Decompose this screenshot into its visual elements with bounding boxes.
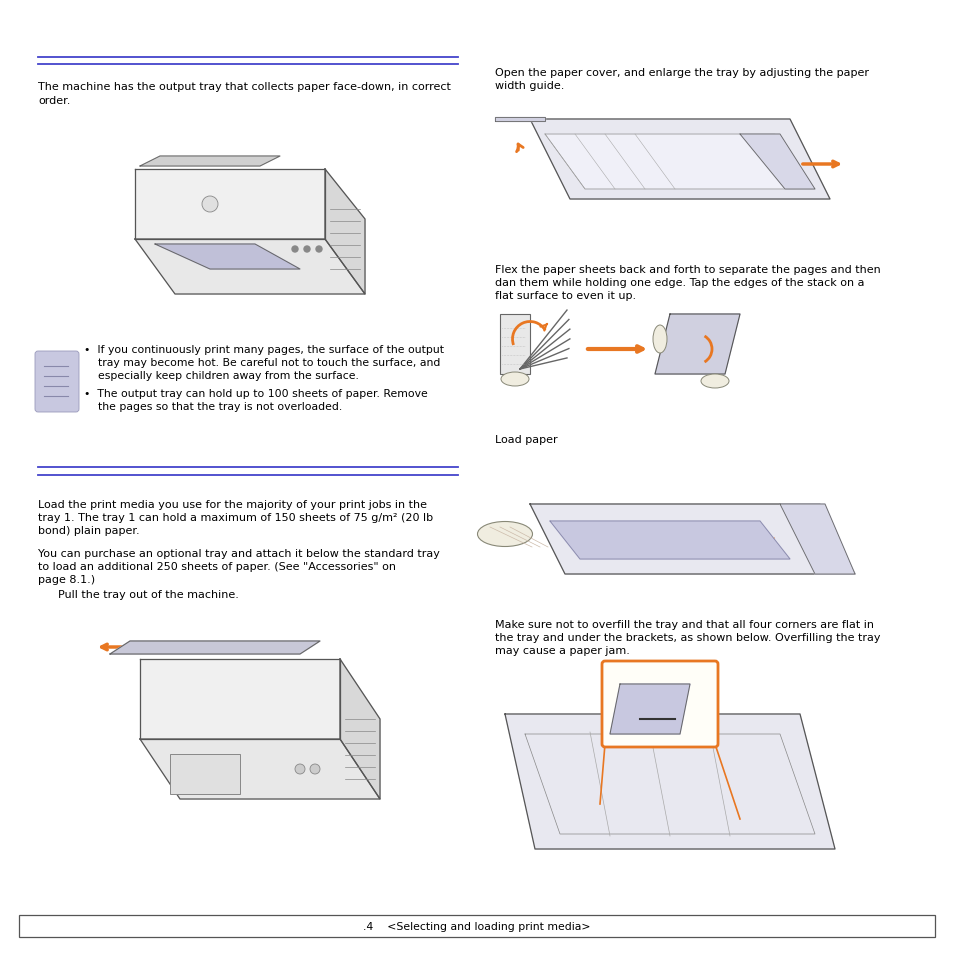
Polygon shape xyxy=(110,641,319,655)
Polygon shape xyxy=(550,521,789,559)
Bar xyxy=(499,314,530,375)
Circle shape xyxy=(292,247,297,253)
Polygon shape xyxy=(135,170,325,240)
Text: Flex the paper sheets back and forth to separate the pages and then: Flex the paper sheets back and forth to … xyxy=(495,265,880,274)
Text: Pull the tray out of the machine.: Pull the tray out of the machine. xyxy=(58,589,238,599)
Polygon shape xyxy=(140,157,280,167)
Polygon shape xyxy=(609,684,689,734)
Text: dan them while holding one edge. Tap the edges of the stack on a: dan them while holding one edge. Tap the… xyxy=(495,277,863,288)
Bar xyxy=(170,754,240,794)
Text: tray 1. The tray 1 can hold a maximum of 150 sheets of 75 g/m² (20 lb: tray 1. The tray 1 can hold a maximum of… xyxy=(38,513,433,522)
Ellipse shape xyxy=(477,522,532,547)
Polygon shape xyxy=(544,135,814,190)
Bar xyxy=(19,915,934,937)
Ellipse shape xyxy=(652,326,666,354)
Circle shape xyxy=(202,196,218,213)
Text: The machine has the output tray that collects paper face-down, in correct: The machine has the output tray that col… xyxy=(38,82,451,91)
Text: page 8.1.): page 8.1.) xyxy=(38,575,95,584)
Polygon shape xyxy=(339,659,379,800)
Circle shape xyxy=(294,764,305,774)
Text: Make sure not to overfill the tray and that all four corners are flat in: Make sure not to overfill the tray and t… xyxy=(495,619,873,629)
Circle shape xyxy=(315,247,322,253)
Circle shape xyxy=(304,247,310,253)
Text: bond) plain paper.: bond) plain paper. xyxy=(38,525,139,536)
Text: to load an additional 250 sheets of paper. (See "Accessories" on: to load an additional 250 sheets of pape… xyxy=(38,561,395,572)
Polygon shape xyxy=(530,504,854,575)
Polygon shape xyxy=(655,314,740,375)
Text: •  The output tray can hold up to 100 sheets of paper. Remove: • The output tray can hold up to 100 she… xyxy=(84,389,427,398)
Text: may cause a paper jam.: may cause a paper jam. xyxy=(495,645,629,656)
Polygon shape xyxy=(140,659,339,740)
Text: .4    <Selecting and loading print media>: .4 <Selecting and loading print media> xyxy=(363,921,590,931)
Text: especially keep children away from the surface.: especially keep children away from the s… xyxy=(84,371,358,380)
Text: Load paper: Load paper xyxy=(495,435,558,444)
Text: Load the print media you use for the majority of your print jobs in the: Load the print media you use for the maj… xyxy=(38,499,427,510)
Polygon shape xyxy=(140,740,379,800)
Text: You can purchase an optional tray and attach it below the standard tray: You can purchase an optional tray and at… xyxy=(38,548,439,558)
Circle shape xyxy=(310,764,319,774)
Text: flat surface to even it up.: flat surface to even it up. xyxy=(495,291,636,301)
Text: tray may become hot. Be careful not to touch the surface, and: tray may become hot. Be careful not to t… xyxy=(84,357,440,368)
Polygon shape xyxy=(740,135,814,190)
Polygon shape xyxy=(135,240,365,294)
Ellipse shape xyxy=(500,373,529,387)
Polygon shape xyxy=(154,245,299,270)
Text: order.: order. xyxy=(38,96,71,106)
Text: •  If you continuously print many pages, the surface of the output: • If you continuously print many pages, … xyxy=(84,345,443,355)
Text: width guide.: width guide. xyxy=(495,81,564,91)
Polygon shape xyxy=(495,118,544,122)
Text: the tray and under the brackets, as shown below. Overfilling the tray: the tray and under the brackets, as show… xyxy=(495,633,880,642)
FancyBboxPatch shape xyxy=(35,352,79,413)
Polygon shape xyxy=(325,170,365,294)
Polygon shape xyxy=(504,714,834,849)
FancyBboxPatch shape xyxy=(601,661,718,747)
Polygon shape xyxy=(530,120,829,200)
Ellipse shape xyxy=(700,375,728,389)
Text: the pages so that the tray is not overloaded.: the pages so that the tray is not overlo… xyxy=(84,401,342,412)
Polygon shape xyxy=(780,504,854,575)
Text: Open the paper cover, and enlarge the tray by adjusting the paper: Open the paper cover, and enlarge the tr… xyxy=(495,68,868,78)
